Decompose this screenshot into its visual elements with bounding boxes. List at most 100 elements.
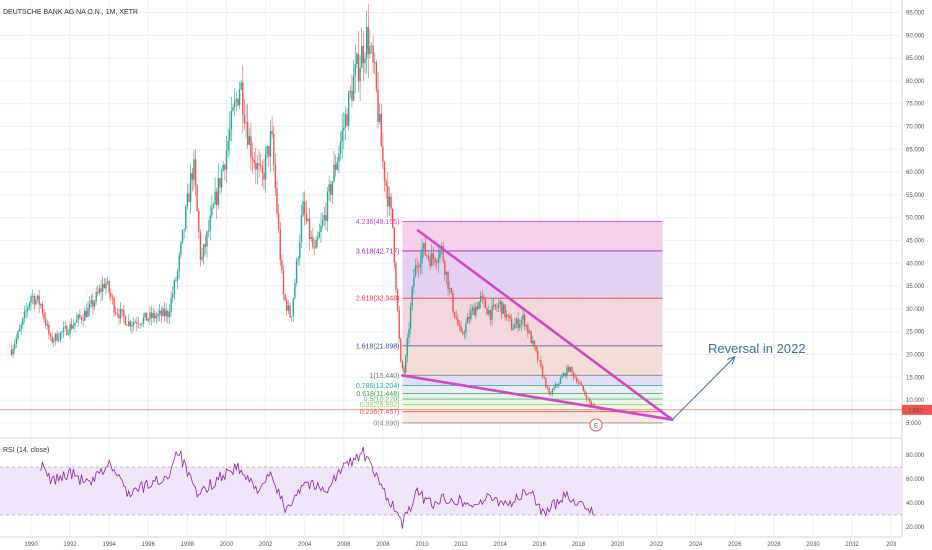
candle-body: [84, 310, 86, 321]
candle-body: [277, 213, 280, 230]
candle-body: [318, 232, 321, 238]
candle-body: [38, 295, 40, 305]
candle-body: [258, 163, 260, 165]
candle-body: [201, 256, 203, 260]
candle-body: [225, 150, 228, 170]
candle-body: [497, 304, 500, 308]
candle-body: [416, 265, 418, 268]
rsi-tick-label: 60.000: [906, 477, 925, 483]
candle-body: [115, 312, 117, 314]
fib-level-label: 4.236(49.155): [356, 219, 400, 226]
candle-body: [312, 237, 314, 248]
event-marker[interactable]: [589, 418, 603, 432]
candle-body: [359, 67, 361, 82]
candle-body: [168, 311, 171, 318]
candle-body: [346, 114, 348, 126]
candle-body: [62, 327, 65, 332]
last-price-tag: [902, 404, 932, 415]
candle-body: [478, 301, 480, 310]
event-marker-label: E: [594, 424, 598, 430]
rsi-tick-label: 20.000: [906, 525, 925, 531]
candle-body: [237, 99, 239, 106]
candle-body: [321, 219, 324, 226]
candle-body: [351, 90, 353, 101]
trendlines[interactable]: E: [0, 229, 902, 432]
candle-body: [563, 373, 565, 377]
candle-body: [77, 314, 79, 320]
candle-body: [93, 301, 96, 307]
candle-body: [145, 312, 148, 321]
candle-body: [268, 146, 270, 157]
candle-body: [20, 325, 22, 329]
candle-body: [126, 324, 128, 326]
candle-body: [465, 323, 467, 333]
candle-body: [263, 172, 265, 180]
candle-body: [471, 307, 474, 311]
candle-body: [527, 325, 529, 334]
candle-body: [202, 244, 205, 257]
candle-body: [571, 367, 573, 372]
candle-body: [584, 390, 586, 395]
candle-body: [546, 387, 549, 388]
candle-body: [468, 316, 470, 320]
candle-body: [569, 367, 571, 372]
candle-body: [88, 303, 91, 308]
candle-body: [209, 215, 211, 231]
candle-body: [347, 92, 350, 126]
time-tick-label: 2018: [572, 542, 586, 548]
candle-body: [577, 382, 580, 384]
candle-body: [295, 260, 298, 284]
candle-body: [435, 262, 438, 263]
candle-body: [186, 193, 189, 207]
price-tick-label: 5.000: [906, 421, 922, 427]
candle-body: [592, 404, 594, 406]
candle-body: [136, 322, 138, 324]
candle-body: [463, 332, 466, 334]
candle-body: [426, 255, 428, 256]
candle-body: [74, 322, 76, 326]
candle-body: [255, 162, 257, 170]
candle-body: [558, 383, 560, 385]
candle-body: [245, 122, 247, 124]
time-tick-label: 2032: [845, 542, 859, 548]
candle-body: [574, 377, 576, 378]
candle-body: [333, 164, 335, 182]
rsi-title: RSI (14, close): [3, 447, 49, 454]
candle-body: [227, 140, 229, 151]
candle-body: [106, 281, 109, 284]
wedge-trendline[interactable]: [416, 229, 674, 421]
candle-body: [173, 280, 176, 294]
candle-body: [56, 333, 58, 341]
fib-band: [402, 399, 663, 405]
candle-body: [388, 196, 391, 207]
candle-body: [483, 297, 485, 300]
candle-body: [233, 101, 236, 108]
candle-body: [82, 319, 84, 321]
candle-body: [36, 295, 39, 300]
candle-body: [176, 270, 179, 281]
fib-level-label: 0(4.990): [373, 420, 399, 427]
time-tick-label: 2012: [454, 542, 468, 548]
candle-body: [408, 328, 410, 338]
candle-body: [194, 159, 197, 186]
candle-body: [538, 360, 540, 361]
candle-body: [211, 207, 213, 216]
candle-body: [216, 191, 218, 206]
candle-body: [492, 304, 495, 306]
candle-body: [352, 76, 355, 101]
candle-body: [320, 225, 322, 233]
candle-body: [344, 114, 347, 128]
fibonacci-extension[interactable]: 4.236(49.155) 3.618(42.717) 2.618(32.348) 1…: [356, 219, 663, 427]
candle-body: [98, 288, 101, 293]
candle-body: [142, 317, 145, 324]
wedge-trendline[interactable]: [401, 374, 674, 421]
candle-body: [100, 288, 102, 292]
fib-level-label: 3.618(42.717): [356, 248, 400, 255]
candle-body: [281, 259, 283, 271]
candle-body: [556, 384, 558, 385]
reversal-annotation[interactable]: Reversal in 2022: [708, 341, 806, 356]
candle-body: [479, 296, 482, 302]
time-tick-label: 203: [886, 542, 897, 548]
candle-body: [128, 321, 130, 326]
